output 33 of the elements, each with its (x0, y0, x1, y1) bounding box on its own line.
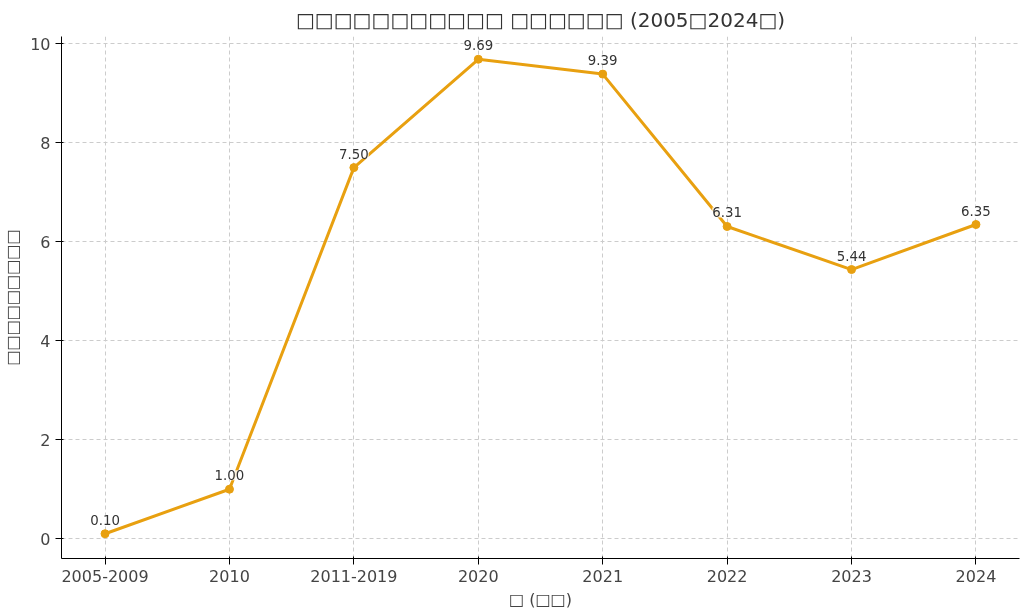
y-tick-label: 4 (40, 331, 51, 351)
point (349, 163, 359, 173)
point (722, 222, 732, 231)
data-label: 9.69 (463, 38, 494, 54)
point (224, 484, 234, 494)
y-axis-title: □□□□□□□□□ (3, 229, 23, 366)
point (598, 69, 608, 79)
y-tick-label: 6 (40, 232, 51, 252)
point (100, 529, 110, 539)
data-label: 1.00 (214, 468, 245, 484)
data-label: 6.31 (712, 205, 742, 221)
point (847, 265, 857, 275)
y-tick-label: 8 (40, 133, 51, 153)
data-label: 0.10 (90, 512, 120, 528)
x-tick-label: 2020 (457, 566, 499, 586)
y-tick-label: 2 (40, 430, 51, 450)
data-label: 9.39 (587, 53, 618, 69)
x-tick-label: 2024 (955, 566, 997, 586)
y-tick-label: 0 (40, 529, 51, 549)
data-label: 5.44 (836, 248, 867, 264)
x-axis-title: □ (□□) (509, 589, 572, 609)
point (971, 220, 981, 230)
x-tick-label: 2021 (582, 566, 624, 586)
x-tick-label: 2023 (831, 566, 872, 586)
data-label: 6.35 (961, 203, 991, 219)
data-label: 7.50 (339, 146, 369, 162)
chart-title: □□□□□□□□□□□ □□□□□□ (2005□2024□) (295, 7, 786, 32)
x-tick-label: 2011-2019 (310, 566, 398, 586)
x-tick-label: 2022 (706, 566, 748, 586)
y-tick-label: 10 (30, 34, 51, 54)
x-tick-label: 2005-2009 (61, 566, 149, 586)
point (473, 54, 483, 64)
x-tick-label: 2010 (209, 566, 250, 586)
